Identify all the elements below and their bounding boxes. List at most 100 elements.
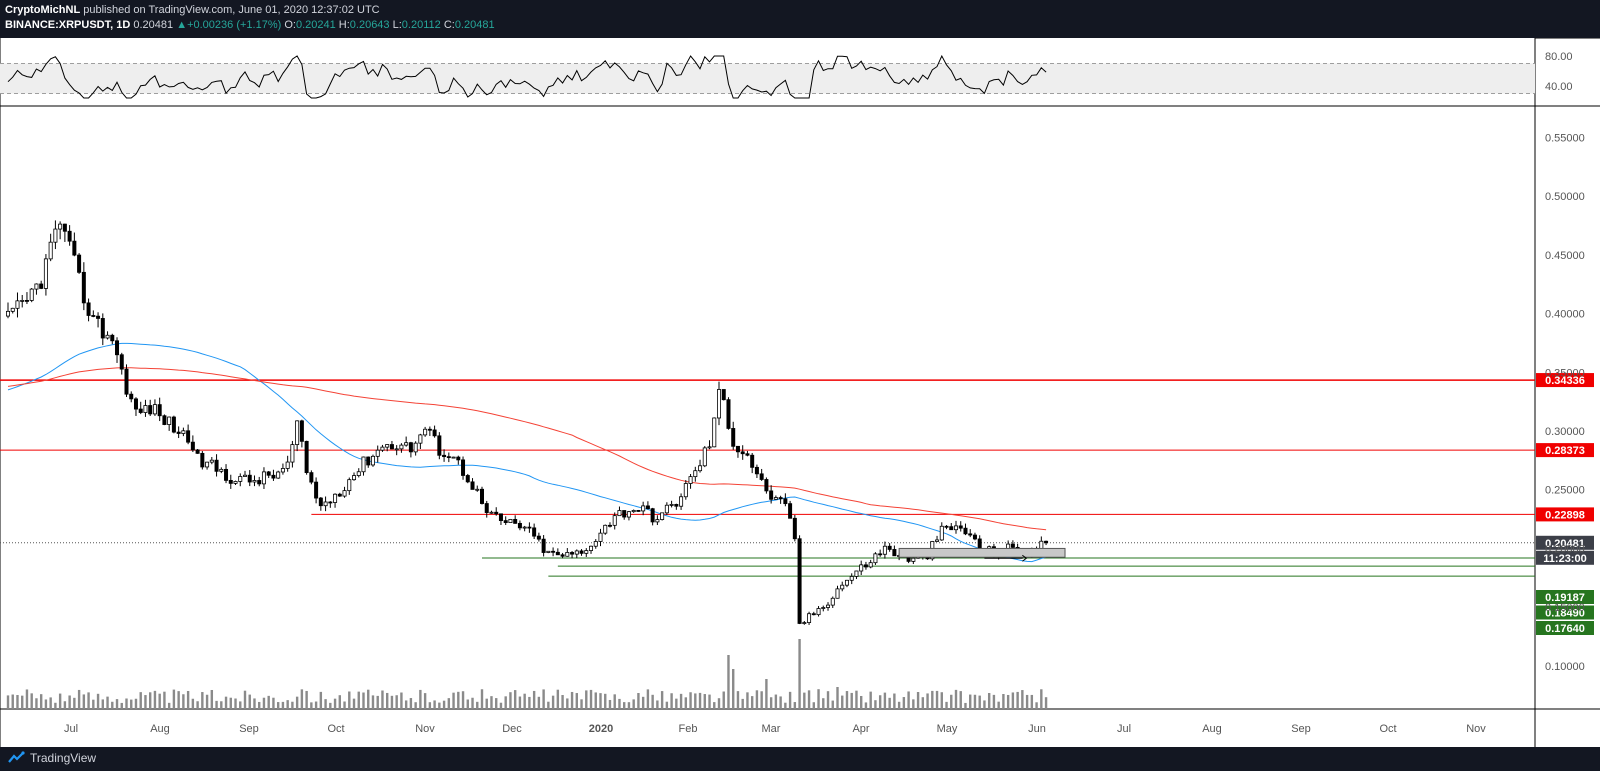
candle-body <box>219 468 224 472</box>
candle-body <box>394 448 399 451</box>
candle <box>266 470 271 479</box>
resistance-price-tag <box>1536 443 1594 458</box>
candle <box>413 441 418 456</box>
publisher-name[interactable]: CryptoMichNL <box>5 4 81 16</box>
volume-bar <box>253 698 256 709</box>
volume-bar <box>798 639 801 709</box>
candle-body <box>854 570 859 577</box>
support-price-label: 0.17640 <box>1545 623 1585 635</box>
candle <box>541 535 546 557</box>
candle <box>385 444 390 452</box>
volume-bar <box>722 691 725 709</box>
volume-bar <box>35 698 38 709</box>
candle-body <box>788 503 793 519</box>
volume-bar <box>163 691 166 709</box>
candle-body <box>451 456 456 459</box>
volume-bar <box>878 695 882 709</box>
candle <box>517 520 522 531</box>
tradingview-brand: TradingView <box>30 751 97 765</box>
candle-body <box>257 480 262 485</box>
volume-bar <box>471 697 474 709</box>
candle-body <box>1044 540 1049 544</box>
candle <box>124 364 129 397</box>
candle-body <box>72 240 77 256</box>
volume-bar <box>902 697 906 709</box>
candle-body <box>584 550 589 554</box>
candle <box>442 449 447 462</box>
candle-body <box>271 474 276 479</box>
volume-bar <box>111 701 114 709</box>
candle <box>745 450 750 457</box>
volume-bar <box>120 702 123 709</box>
candle <box>498 513 503 526</box>
consolidation-box <box>898 547 1066 558</box>
candle-body <box>252 480 257 483</box>
candle-body <box>560 554 565 557</box>
candle <box>769 485 774 504</box>
candle-body <box>408 442 413 453</box>
volume-bar <box>864 702 868 709</box>
candle <box>892 545 897 557</box>
volume-bar <box>547 701 550 709</box>
volume-bar <box>286 700 289 709</box>
candle <box>503 516 508 525</box>
candle <box>100 313 105 346</box>
candle <box>58 221 63 240</box>
candle-body <box>935 539 940 542</box>
candle <box>67 225 72 246</box>
candle <box>247 470 252 487</box>
candle-body <box>337 493 342 497</box>
candle <box>91 310 96 318</box>
candle-body <box>105 334 110 339</box>
candle-body <box>674 503 679 507</box>
candle <box>589 545 594 554</box>
time-tick-label: Sep <box>1291 723 1311 735</box>
volume-bar <box>916 692 920 709</box>
candle <box>167 416 172 431</box>
candle-body <box>939 525 944 541</box>
candle-body <box>437 435 442 456</box>
volume-bar <box>618 698 621 709</box>
candle-body <box>366 456 371 466</box>
volume-bar <box>324 699 327 709</box>
volume-bar <box>423 693 427 709</box>
candle <box>954 520 959 534</box>
candle <box>735 445 740 458</box>
candle-body <box>863 564 868 568</box>
volume-bar <box>205 694 209 709</box>
price-chart[interactable]: 0.34336 0.28373 0.22898 0.19187 0.18490 0.176… <box>0 38 1600 747</box>
candle-body <box>96 315 101 319</box>
candle-body <box>958 525 963 529</box>
volume-bar <box>495 698 498 709</box>
candle <box>456 455 461 465</box>
candle-body <box>356 471 361 476</box>
volume-bar <box>793 702 797 709</box>
resistance-price-label: 0.34336 <box>1545 375 1585 387</box>
candle-body <box>698 465 703 472</box>
symbol-label[interactable]: BINANCE:XRPUSDT, 1D <box>5 19 131 31</box>
tradingview-logo[interactable]: TradingView <box>8 751 96 765</box>
time-tick-label: Jul <box>1117 723 1131 735</box>
volume-bar <box>333 698 337 709</box>
volume-bar <box>381 690 384 709</box>
candle <box>669 500 674 508</box>
time-tick-label: Oct <box>1379 723 1396 735</box>
volume-bar <box>466 699 469 709</box>
volume-bar <box>836 687 839 709</box>
candle-body <box>238 476 243 482</box>
candle <box>911 556 916 565</box>
volume-bar <box>87 692 90 709</box>
candle <box>138 401 143 415</box>
candle-body <box>607 524 612 527</box>
volume-bar <box>585 690 588 709</box>
candle-body <box>527 526 532 529</box>
volume-bar <box>419 689 422 709</box>
volume-bar <box>689 692 692 709</box>
candle <box>641 501 646 516</box>
candle <box>418 433 423 450</box>
volume-bar <box>362 692 365 709</box>
volume-bar <box>627 702 631 709</box>
candle <box>788 500 793 519</box>
candle <box>389 440 394 450</box>
candle-body <box>323 501 328 507</box>
